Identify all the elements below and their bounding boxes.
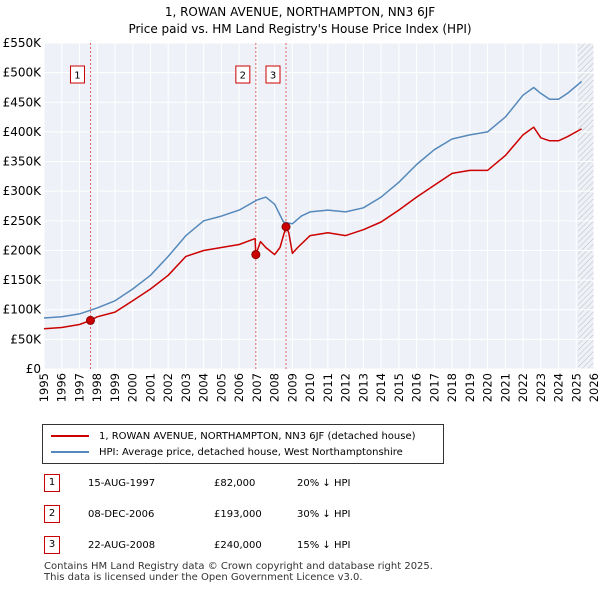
- x-tick-label: 1999: [108, 373, 122, 402]
- sale-point: [251, 250, 261, 260]
- x-tick-label: 2018: [445, 373, 459, 402]
- transaction-number-badge: 1: [44, 474, 60, 492]
- transaction-date: 15-AUG-1997: [88, 478, 156, 489]
- plot-area: [44, 43, 594, 369]
- x-tick-label: 2021: [498, 373, 512, 402]
- transaction-hpi-diff: 15% ↓ HPI: [297, 540, 351, 551]
- footer: Contains HM Land Registry data © Crown c…: [44, 561, 433, 583]
- x-tick-label: 2007: [250, 373, 264, 402]
- x-tick-label: 2000: [126, 373, 140, 402]
- sale-marker-badge: [69, 65, 85, 84]
- sale-point: [281, 222, 291, 232]
- transaction-price: £193,000: [214, 509, 262, 520]
- x-tick-label: 2001: [143, 373, 157, 402]
- y-tick-label: £300K: [3, 184, 43, 198]
- x-tick-label: 2024: [552, 373, 566, 402]
- x-tick-label: 2026: [587, 373, 600, 402]
- x-tick-label: 2020: [481, 373, 495, 402]
- chart-title-line2: Price paid vs. HM Land Registry's House …: [128, 22, 472, 36]
- legend-item-hpi: HPI: Average price, detached house, West…: [51, 446, 403, 460]
- sale-marker-label: 3: [270, 71, 276, 82]
- y-tick-label: £150K: [3, 273, 43, 287]
- x-tick-label: 2008: [268, 373, 282, 402]
- sale-point: [85, 315, 95, 325]
- y-tick-label: £550K: [3, 36, 43, 50]
- chart-title-line1: 1, ROWAN AVENUE, NORTHAMPTON, NN3 6JF: [164, 5, 436, 19]
- legend-label-hpi: HPI: Average price, detached house, West…: [99, 447, 403, 458]
- x-tick-label: 2003: [179, 373, 193, 402]
- legend-swatch-property: [51, 435, 89, 437]
- x-tick-label: 1996: [55, 373, 69, 402]
- footer-copyright: Contains HM Land Registry data © Crown c…: [44, 561, 433, 572]
- sale-marker-label: 1: [74, 71, 80, 82]
- x-tick-label: 2006: [232, 373, 246, 402]
- x-tick-label: 2013: [356, 373, 370, 402]
- chart-title: 1, ROWAN AVENUE, NORTHAMPTON, NN3 6JF Pr…: [0, 4, 600, 38]
- x-tick-label: 2009: [285, 373, 299, 402]
- legend-item-property: 1, ROWAN AVENUE, NORTHAMPTON, NN3 6JF (d…: [51, 430, 416, 444]
- transaction-price: £240,000: [214, 540, 262, 551]
- transaction-date: 08-DEC-2006: [88, 509, 155, 520]
- x-tick-label: 2004: [197, 373, 211, 402]
- x-tick-label: 2014: [374, 373, 388, 402]
- x-tick-label: 2017: [427, 373, 441, 402]
- footer-license: This data is licensed under the Open Gov…: [44, 572, 363, 583]
- transaction-number-badge: 3: [44, 536, 60, 554]
- transaction-hpi-diff: 20% ↓ HPI: [297, 478, 351, 489]
- y-tick-label: £500K: [3, 66, 43, 80]
- y-tick-label: £0: [26, 362, 41, 376]
- y-tick-label: £100K: [3, 303, 43, 317]
- y-tick-label: £350K: [3, 155, 43, 169]
- sale-marker-badge: [265, 65, 281, 84]
- x-tick-label: 1997: [72, 373, 86, 402]
- x-tick-label: 1998: [90, 373, 104, 402]
- y-tick-label: £50K: [10, 332, 42, 346]
- x-tick-label: 2019: [463, 373, 477, 402]
- legend-swatch-hpi: [51, 451, 89, 453]
- x-tick-label: 1995: [37, 373, 51, 402]
- legend-label-property: 1, ROWAN AVENUE, NORTHAMPTON, NN3 6JF (d…: [99, 431, 416, 442]
- transaction-price: £82,000: [214, 478, 256, 489]
- sale-marker-label: 2: [240, 71, 246, 82]
- x-tick-label: 2023: [534, 373, 548, 402]
- y-tick-label: £400K: [3, 125, 43, 139]
- hpi-line: [43, 80, 583, 319]
- sale-marker-badge: [235, 65, 251, 84]
- x-tick-label: 2012: [339, 373, 353, 402]
- y-tick-label: £250K: [3, 214, 43, 228]
- transaction-number-badge: 2: [44, 505, 60, 523]
- x-tick-label: 2005: [214, 373, 228, 402]
- transaction-hpi-diff: 30% ↓ HPI: [297, 509, 351, 520]
- x-tick-label: 2015: [392, 373, 406, 402]
- price-chart: 1 2 3 £0 £50K £100K £150K £200K £250K £300K £350K…: [3, 36, 600, 402]
- legend: 1, ROWAN AVENUE, NORTHAMPTON, NN3 6JF (d…: [42, 424, 444, 464]
- x-tick-label: 2002: [161, 373, 175, 402]
- x-tick-label: 2010: [303, 373, 317, 402]
- y-tick-label: £200K: [3, 243, 43, 257]
- future-hatch-area: [578, 43, 594, 369]
- x-tick-label: 2011: [321, 373, 335, 402]
- y-tick-label: £450K: [3, 95, 43, 109]
- price-paid-line: [43, 126, 582, 330]
- x-tick-label: 2025: [569, 373, 583, 402]
- x-tick-label: 2022: [516, 373, 530, 402]
- x-tick-label: 2016: [410, 373, 424, 402]
- transaction-date: 22-AUG-2008: [88, 540, 156, 551]
